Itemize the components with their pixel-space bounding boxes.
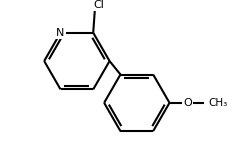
Text: Cl: Cl <box>93 0 104 10</box>
Text: CH₃: CH₃ <box>208 98 228 108</box>
Text: O: O <box>183 98 192 108</box>
Text: N: N <box>56 28 65 38</box>
